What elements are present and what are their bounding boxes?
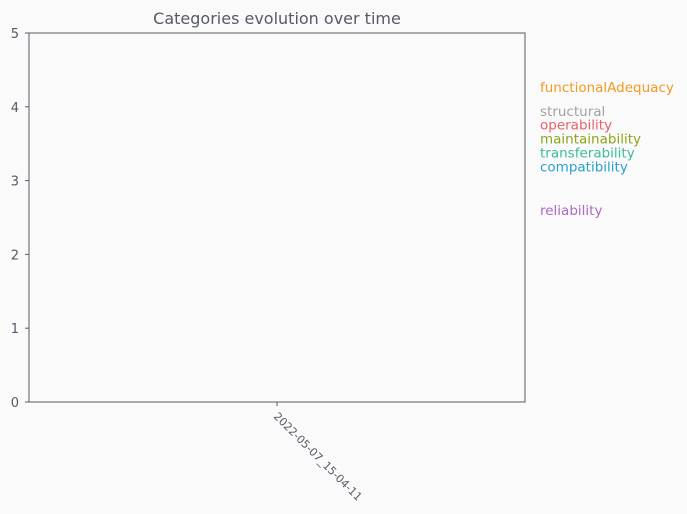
series-label-transferability: transferability bbox=[540, 146, 635, 162]
y-tick-label: 5 bbox=[11, 27, 19, 42]
plot-frame bbox=[28, 32, 526, 403]
series-labels: functionalAdequacy structuraloperabilitym… bbox=[540, 80, 674, 219]
y-tick-label: 4 bbox=[11, 101, 19, 116]
y-tick-label: 0 bbox=[11, 396, 19, 411]
series-label-compatibility: compatibility bbox=[540, 160, 628, 176]
y-axis: 0 1 2 3 4 5 bbox=[11, 27, 29, 411]
chart-title: Categories evolution over time bbox=[153, 9, 401, 28]
y-tick-label: 1 bbox=[11, 322, 19, 337]
series-label-operability: operability bbox=[540, 118, 612, 134]
x-axis: 2022-05-07_15-04-11 bbox=[271, 402, 365, 504]
y-tick-label: 2 bbox=[11, 248, 19, 263]
x-tick-label: 2022-05-07_15-04-11 bbox=[271, 410, 365, 504]
series-label-maintainability: maintainability bbox=[540, 132, 641, 148]
y-tick-label: 3 bbox=[11, 175, 19, 190]
series-label-reliability: reliability bbox=[540, 203, 602, 219]
series-label-functionalAdequacy: functionalAdequacy bbox=[540, 80, 674, 96]
series-label-structural: structural bbox=[540, 104, 605, 120]
